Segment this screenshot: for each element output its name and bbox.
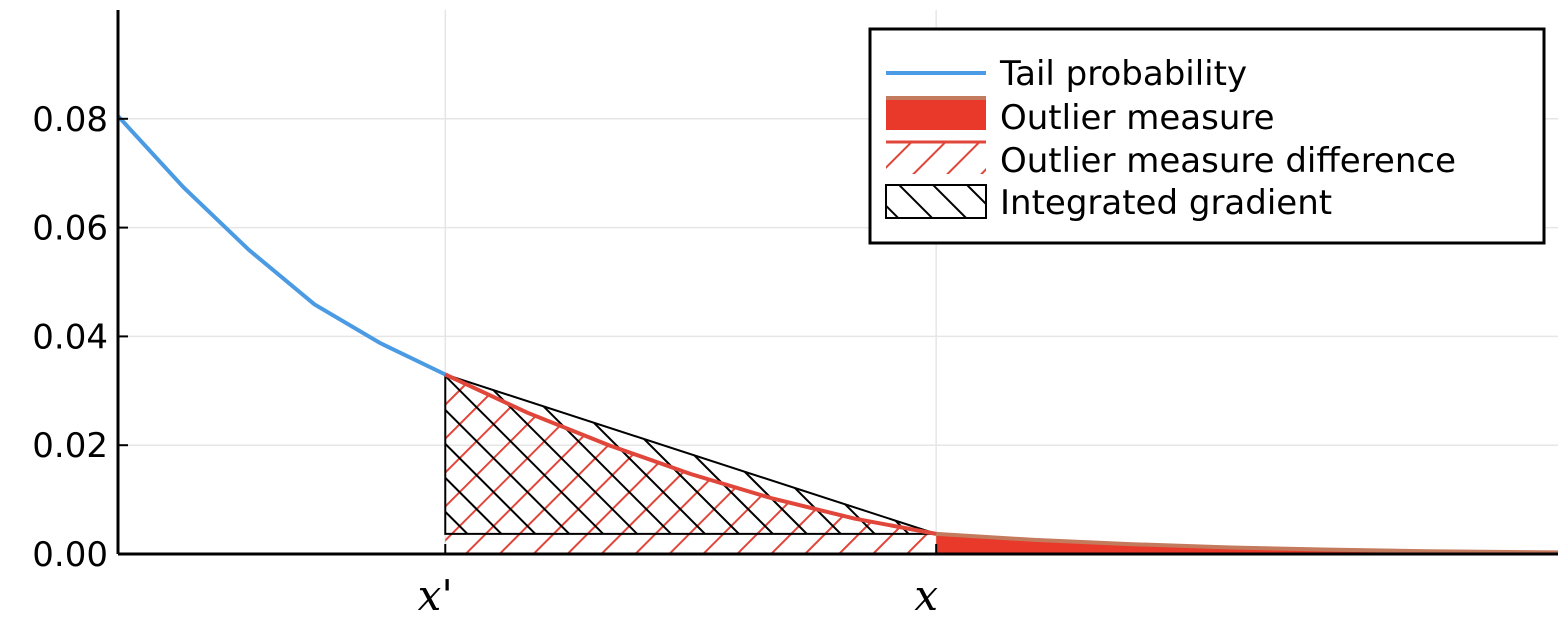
integrated-gradient-area <box>444 373 937 535</box>
legend-label-integrated-gradient: Integrated gradient <box>1000 183 1332 223</box>
y-tick-label: 0.08 <box>32 100 108 140</box>
legend-label-tail-probability: Tail probability <box>999 54 1247 94</box>
y-tick-label: 0.02 <box>32 426 108 466</box>
y-tick-label: 0.06 <box>32 209 108 249</box>
y-tick-label: 0.04 <box>32 317 108 357</box>
outlier-measure-area <box>936 533 1558 554</box>
x-ticks: x' x <box>418 544 938 620</box>
legend: Tail probability Outlier measure Outlier… <box>868 27 1546 245</box>
tail-probability-line <box>118 114 447 377</box>
legend-label-outlier-measure: Outlier measure <box>1000 98 1275 138</box>
outlier-measure-edge <box>936 531 1558 554</box>
x-tick-label: x <box>914 571 938 620</box>
legend-label-outlier-measure-difference: Outlier measure difference <box>1000 141 1456 181</box>
y-tick-label: 0.00 <box>32 535 108 575</box>
y-ticks: 0.00 0.02 0.04 0.06 0.08 <box>32 100 128 575</box>
legend-swatch-integrated-gradient <box>885 184 987 219</box>
x-tick-label: x' <box>418 571 453 620</box>
outlier-measure-difference-edge <box>444 372 937 536</box>
legend-swatch-outlier-measure-difference <box>886 141 986 174</box>
legend-swatch-outlier-measure <box>886 97 986 130</box>
plot-area <box>118 114 1558 554</box>
